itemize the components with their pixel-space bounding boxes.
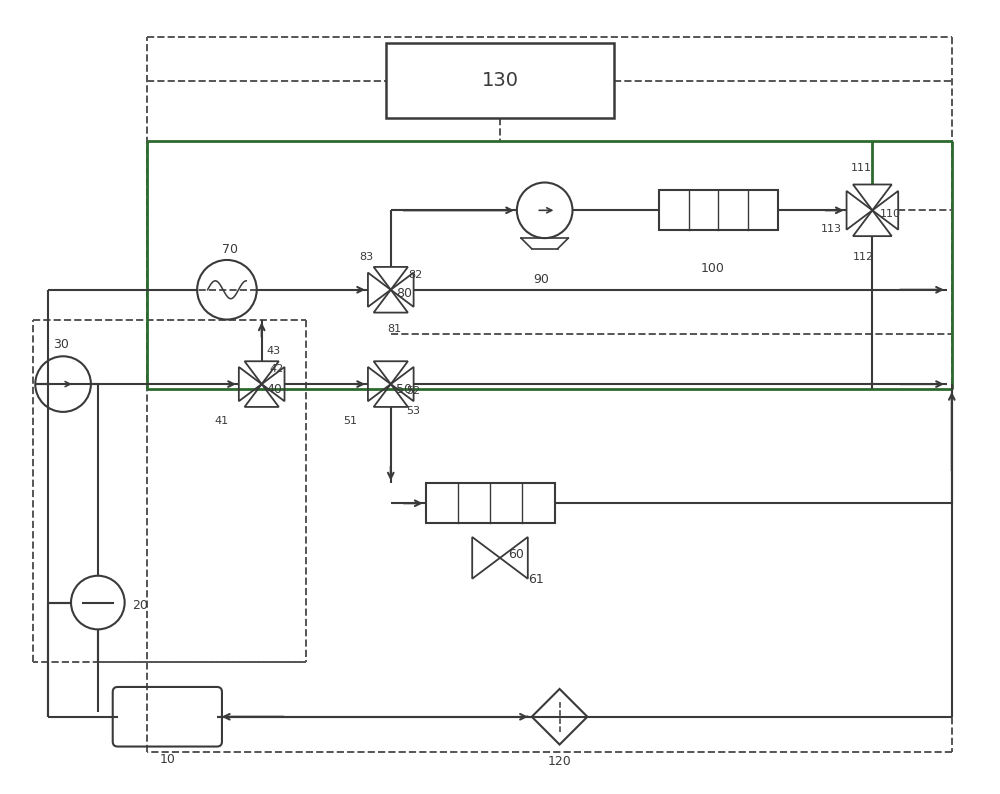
Text: 83: 83 — [359, 252, 373, 262]
Text: 82: 82 — [409, 270, 423, 279]
Text: 30: 30 — [53, 338, 69, 351]
Text: 52: 52 — [407, 386, 421, 396]
Text: 10: 10 — [159, 754, 175, 766]
Text: 80: 80 — [396, 287, 412, 300]
Text: 42: 42 — [270, 364, 284, 374]
Text: 110: 110 — [880, 210, 901, 219]
Bar — [426, 484, 555, 523]
Bar — [386, 44, 614, 118]
Text: 130: 130 — [482, 71, 518, 91]
Text: 90: 90 — [533, 273, 549, 286]
Text: 40: 40 — [267, 383, 283, 395]
Text: 70: 70 — [222, 243, 238, 256]
Text: 112: 112 — [853, 252, 874, 262]
Text: 111: 111 — [851, 163, 872, 172]
Text: 50: 50 — [396, 383, 412, 395]
Text: 41: 41 — [214, 416, 228, 426]
Text: 43: 43 — [267, 346, 281, 357]
Text: 113: 113 — [821, 224, 842, 234]
Bar — [659, 191, 778, 230]
Text: 81: 81 — [387, 325, 401, 334]
Text: 53: 53 — [407, 406, 421, 416]
Text: 61: 61 — [528, 572, 544, 586]
Text: 51: 51 — [343, 416, 357, 426]
Text: 100: 100 — [701, 262, 724, 275]
Text: 60: 60 — [508, 548, 524, 561]
Text: 20: 20 — [133, 599, 148, 612]
Text: 120: 120 — [548, 755, 571, 769]
